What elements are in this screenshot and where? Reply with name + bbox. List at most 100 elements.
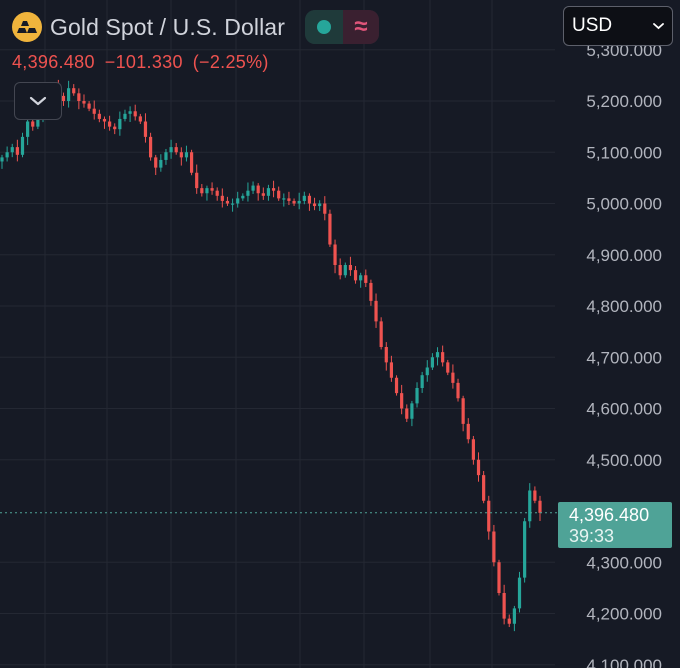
candle [364,269,368,288]
candle [492,524,496,567]
candle [400,384,404,415]
candle [359,272,363,288]
candle [108,115,112,131]
candle [318,200,322,211]
candle [430,353,434,370]
candle [169,139,173,159]
change-value: −101.330 [104,52,183,72]
candle [164,148,168,165]
change-percent: (−2.25%) [192,52,269,72]
candle [333,239,337,274]
y-tick-label: 4,300.000 [586,553,662,572]
candle [446,359,450,376]
candle [77,88,81,110]
collapse-legend-button[interactable] [14,82,62,120]
approx-icon[interactable]: ≈ [342,10,379,44]
candle [174,143,178,155]
candle [441,345,445,367]
candle [271,180,276,198]
status-pill[interactable]: ≈ [304,10,379,44]
candle [338,258,342,280]
candle [353,266,358,284]
candle [394,375,399,396]
candle [502,584,506,625]
chevron-down-icon [29,96,47,106]
gold-bars-icon[interactable] [12,12,42,42]
candle [200,184,204,197]
quote-line: 4,396.480 −101.330 (−2.25%) [12,52,279,73]
y-tick-label: 4,600.000 [586,400,662,419]
candle [26,116,30,146]
candle [61,92,66,106]
candle [189,149,194,176]
chart-grid [0,0,555,668]
candle [287,191,291,206]
candle [87,101,91,112]
symbol-title[interactable]: Gold Spot / U.S. Dollar [50,13,285,40]
candle [512,605,516,632]
candle [138,113,142,124]
bar-countdown: 39:33 [569,526,615,546]
candle [72,84,76,96]
candle [461,395,465,432]
y-tick-label: 4,200.000 [586,605,662,624]
currency-value: USD [572,15,613,36]
candle [179,147,183,166]
candle [282,193,286,207]
candle [215,187,219,201]
candle [292,198,296,206]
candle [307,193,312,211]
candle [20,132,25,158]
candle [82,94,86,108]
candle [230,198,235,212]
candle [297,192,301,210]
candle [236,191,240,208]
candle [92,100,96,120]
candle [10,143,14,158]
candle [154,154,158,176]
y-tick-label: 5,100.000 [586,143,662,162]
candle [133,104,137,121]
candle [497,559,501,596]
candle [148,132,153,161]
candle [113,123,117,135]
candle [374,293,378,328]
candle [523,517,527,583]
market-status[interactable] [304,10,343,44]
candle [251,181,255,194]
y-tick-label: 4,900.000 [586,246,662,265]
y-tick-label: 4,800.000 [586,297,662,316]
candle [97,109,101,123]
status-dot-icon [316,20,331,34]
last-price-label: 4,396.480 39:33 [558,502,672,548]
candle [471,435,475,465]
candle [225,196,230,206]
candle [205,185,209,201]
candle [67,80,71,108]
candle [210,182,214,195]
candle [389,355,394,382]
candle [0,154,4,169]
currency-select[interactable]: USD [563,6,673,46]
candle [195,164,199,194]
candle [266,184,271,201]
candle [348,256,353,276]
candle [256,183,260,201]
last-price-value: 4,396.480 [12,52,95,72]
candle [456,378,460,402]
candle [482,471,486,504]
candle [476,452,481,482]
candle [302,191,306,205]
chevron-down-icon [653,23,664,30]
candle [533,486,537,504]
candle [410,400,414,427]
y-tick-label: 4,100.000 [586,656,662,668]
candle [379,317,383,350]
candle [405,404,409,423]
y-tick-label: 4,700.000 [586,348,662,367]
candle [517,571,522,613]
candle [184,145,189,162]
candle [435,347,440,366]
candle [128,106,132,123]
